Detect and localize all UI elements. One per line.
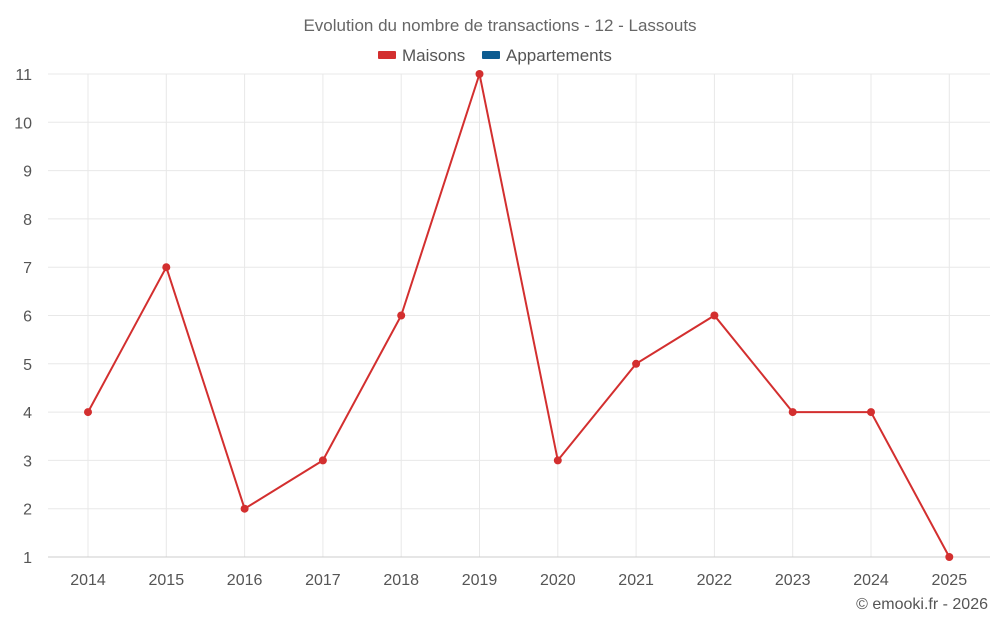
data-point-maisons-2024 <box>867 408 875 417</box>
y-tick-label-8: 8 <box>23 212 32 229</box>
chart-title: Evolution du nombre de transactions - 12… <box>303 16 696 35</box>
x-tick-label-2019: 2019 <box>462 572 498 589</box>
y-tick-label-10: 10 <box>14 115 32 132</box>
data-point-maisons-2016 <box>240 504 249 513</box>
x-tick-label-2014: 2014 <box>70 572 106 589</box>
y-tick-label-9: 9 <box>23 164 32 181</box>
x-tick-label-2022: 2022 <box>697 572 733 589</box>
data-point-maisons-2017 <box>318 456 327 465</box>
x-tick-label-2025: 2025 <box>932 572 968 589</box>
legend-item-maisons[interactable]: Maisons <box>378 46 465 65</box>
y-tick-label-1: 1 <box>23 550 32 567</box>
y-tick-label-2: 2 <box>23 502 32 519</box>
x-tick-label-2023: 2023 <box>775 572 811 589</box>
axes: 1 2 3 4 5 6 7 8 9 10 11 2014 2015 2016 2017 2018 2019 202… <box>14 67 990 589</box>
x-tick-label-2017: 2017 <box>305 572 341 589</box>
gridlines <box>48 73 990 557</box>
x-tick-label-2018: 2018 <box>383 572 419 589</box>
x-tick-label-2021: 2021 <box>618 572 654 589</box>
series-layer <box>84 70 954 561</box>
y-tick-label-7: 7 <box>23 260 32 277</box>
legend: Maisons Appartements <box>378 46 612 65</box>
x-tick-label-2020: 2020 <box>540 572 576 589</box>
x-tick-label-2024: 2024 <box>853 572 889 589</box>
data-point-maisons-2018 <box>397 311 406 320</box>
series-line-maisons <box>87 70 951 558</box>
data-point-maisons-2023 <box>788 408 797 417</box>
y-tick-label-5: 5 <box>23 357 32 374</box>
y-tick-label-6: 6 <box>23 309 32 326</box>
data-point-maisons-2022 <box>710 311 719 320</box>
legend-label-appartements: Appartements <box>506 46 612 65</box>
x-tick-label-2015: 2015 <box>149 572 185 589</box>
data-point-maisons-2019 <box>475 70 484 78</box>
x-tick-label-2016: 2016 <box>227 572 263 589</box>
legend-item-appartements[interactable]: Appartements <box>482 46 612 65</box>
legend-swatch-maisons <box>378 51 396 59</box>
data-point-maisons-2014 <box>84 408 92 417</box>
data-point-maisons-2021 <box>632 359 641 368</box>
data-point-maisons-2020 <box>553 456 562 465</box>
legend-label-maisons: Maisons <box>402 46 465 65</box>
y-tick-label-4: 4 <box>23 405 32 422</box>
y-tick-label-11: 11 <box>15 67 32 84</box>
data-point-maisons-2025 <box>945 553 954 561</box>
y-tick-label-3: 3 <box>23 453 32 470</box>
legend-swatch-appartements <box>482 51 500 59</box>
data-point-maisons-2015 <box>162 263 171 272</box>
footer-credit: © emooki.fr - 2026 <box>856 596 988 613</box>
